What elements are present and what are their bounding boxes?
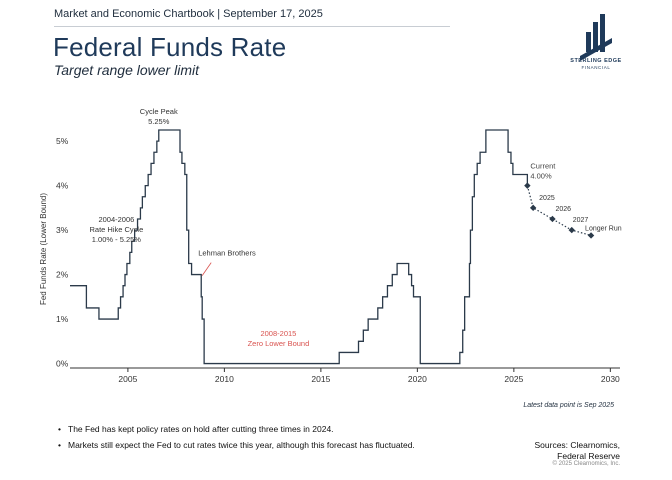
marker-2025 xyxy=(529,204,537,212)
y-tick-label: 1% xyxy=(56,314,69,324)
fed-funds-rate-line xyxy=(70,129,529,365)
marker-label: 2025 xyxy=(539,195,555,202)
key-takeaways: The Fed has kept policy rates on hold af… xyxy=(58,424,415,456)
sterling-edge-logo-icon xyxy=(580,14,612,61)
annotation-rate-hike-cycle: 1.00% - 5.25% xyxy=(92,235,142,244)
annotation-lehman-brothers: Lehman Brothers xyxy=(198,249,256,258)
y-tick-label: 0% xyxy=(56,359,69,369)
header-divider xyxy=(54,26,450,27)
bullet-item: Markets still expect the Fed to cut rate… xyxy=(58,440,415,450)
sources-line-2: Federal Reserve xyxy=(557,451,620,461)
annotation-rate-hike-cycle: 2004-2006 xyxy=(98,215,134,224)
lehman-leader-line xyxy=(201,262,212,276)
annotation-rate-hike-cycle: Rate Hike Cycle xyxy=(89,225,143,234)
y-tick-label: 3% xyxy=(56,225,69,235)
chartbook-header: Market and Economic Chartbook | Septembe… xyxy=(54,8,323,20)
annotation-cycle-peak: 5.25% xyxy=(148,117,170,126)
marker-label: Longer Run xyxy=(585,225,622,232)
annotation-current: Current xyxy=(530,162,556,171)
market-expectations-line xyxy=(526,185,592,237)
sources-line-1: Sources: Clearnomics, xyxy=(534,440,620,450)
annotation-cycle-peak: Cycle Peak xyxy=(140,107,178,116)
copyright: © 2025 Clearnomics, Inc. xyxy=(552,461,620,467)
chart-title: Federal Funds Rate xyxy=(53,32,287,62)
latest-data-footnote: Latest data point is Sep 2025 xyxy=(523,402,614,409)
marker-2026 xyxy=(549,215,556,223)
x-tick-label: 2010 xyxy=(215,374,234,384)
annotation-zero-lower-bound: Zero Lower Bound xyxy=(248,339,310,348)
y-tick-label: 5% xyxy=(56,136,69,146)
x-tick-label: 2025 xyxy=(504,374,523,384)
x-tick-label: 2030 xyxy=(601,374,620,384)
sources: Sources: Clearnomics, Federal Reserve xyxy=(534,440,620,462)
marker-2027 xyxy=(568,226,575,234)
y-tick-label: 4% xyxy=(56,181,69,191)
marker-label: 2027 xyxy=(573,217,589,224)
chart-subtitle: Target range lower limit xyxy=(54,62,199,78)
x-tick-label: 2020 xyxy=(408,374,427,384)
x-tick-label: 2015 xyxy=(311,374,330,384)
marker-longer-run xyxy=(587,232,595,239)
bullet-item: The Fed has kept policy rates on hold af… xyxy=(58,424,415,434)
logo-subtitle: FINANCIAL xyxy=(581,65,611,70)
marker-label: 2026 xyxy=(555,206,571,213)
x-tick-label: 2005 xyxy=(118,374,137,384)
marker-current xyxy=(524,182,531,189)
y-tick-label: 2% xyxy=(56,270,69,280)
annotation-current: 4.00% xyxy=(530,172,552,181)
annotation-zero-lower-bound: 2008-2015 xyxy=(260,329,296,338)
y-axis-label: Fed Funds Rate (Lower Bound) xyxy=(39,193,48,305)
logo-name: STERLING EDGE xyxy=(570,58,622,64)
